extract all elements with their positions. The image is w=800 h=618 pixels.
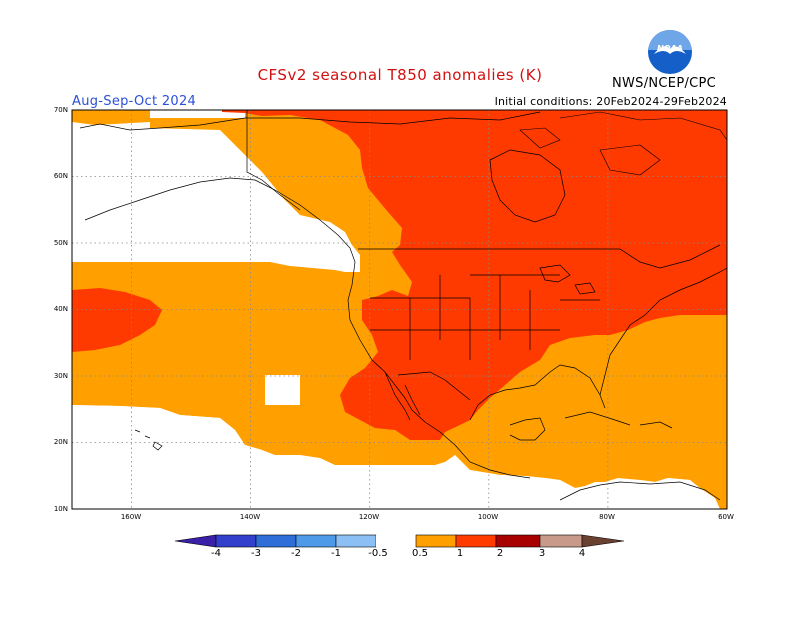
- lon-label: 160W: [120, 513, 142, 521]
- anomaly-region-white-central-america: [445, 458, 585, 509]
- colorbar-tick-label: 0.5: [412, 548, 428, 559]
- anomaly-region-white-south-america: [600, 478, 700, 509]
- map-frame: [71, 109, 728, 510]
- lon-label: 120W: [358, 513, 380, 521]
- colorbar-swatch: [215, 534, 257, 548]
- lat-label: 30N: [53, 372, 68, 380]
- colorbar-swatch: [495, 534, 541, 548]
- anomaly-region-white-north-strip: [150, 110, 245, 118]
- lat-label: 20N: [53, 438, 68, 446]
- colorbar-swatch: [255, 534, 297, 548]
- initial-conditions-label: Initial conditions: 20Feb2024-29Feb2024: [494, 95, 727, 108]
- noaa-logo-icon: NOAA: [648, 30, 692, 74]
- anomaly-region-white-pacific-box: [265, 375, 300, 405]
- colorbar-tick-label: 4: [578, 548, 586, 559]
- colorbar-tick-label: -2: [291, 548, 301, 559]
- colorbar-swatch: [539, 534, 583, 548]
- anomaly-region-white-pacific-south: [72, 405, 262, 509]
- colorbar-swatch: [455, 534, 497, 548]
- arctic-islands: [519, 111, 727, 176]
- colorbar-tick-label: 2: [496, 548, 504, 559]
- lon-label: 60W: [718, 513, 734, 521]
- lat-label: 40N: [53, 305, 68, 313]
- colorbar-swatch: [335, 534, 377, 548]
- colorbar-swatch: [415, 534, 457, 548]
- coastlines: [79, 110, 727, 501]
- logo-text: NOAA: [657, 44, 683, 53]
- lon-label: 80W: [599, 513, 615, 521]
- colorbar-swatch: [376, 535, 416, 547]
- colorbar-tick-label: -1: [331, 548, 341, 559]
- anomaly-region-white-alaska: [72, 122, 360, 272]
- lon-label: 140W: [239, 513, 261, 521]
- colorbar-swatch: [295, 534, 337, 548]
- agency-label: NWS/NCEP/CPC: [612, 76, 717, 91]
- lon-label: 100W: [477, 513, 499, 521]
- lat-label: 70N: [53, 106, 68, 114]
- colorbar-tick-label: -3: [251, 548, 261, 559]
- season-label: Aug-Sep-Oct 2024: [72, 94, 197, 109]
- colorbar-tick-label: 1: [456, 548, 464, 559]
- lat-lon-grid: [72, 110, 727, 509]
- map-title: CFSv2 seasonal T850 anomalies (K): [257, 66, 543, 84]
- colorbar-tick-label: 3: [538, 548, 546, 559]
- lat-label: 10N: [53, 505, 68, 513]
- colorbar: [174, 534, 625, 548]
- colorbar-swatch: [581, 534, 625, 548]
- colorbar-tick-label: -4: [211, 548, 221, 559]
- colorbar-swatch: [174, 534, 217, 548]
- lat-label: 60N: [53, 172, 68, 180]
- anomaly-region-red-pacific: [72, 288, 162, 352]
- colorbar-tick-label: -0.5: [368, 548, 388, 559]
- lat-label: 50N: [53, 239, 68, 247]
